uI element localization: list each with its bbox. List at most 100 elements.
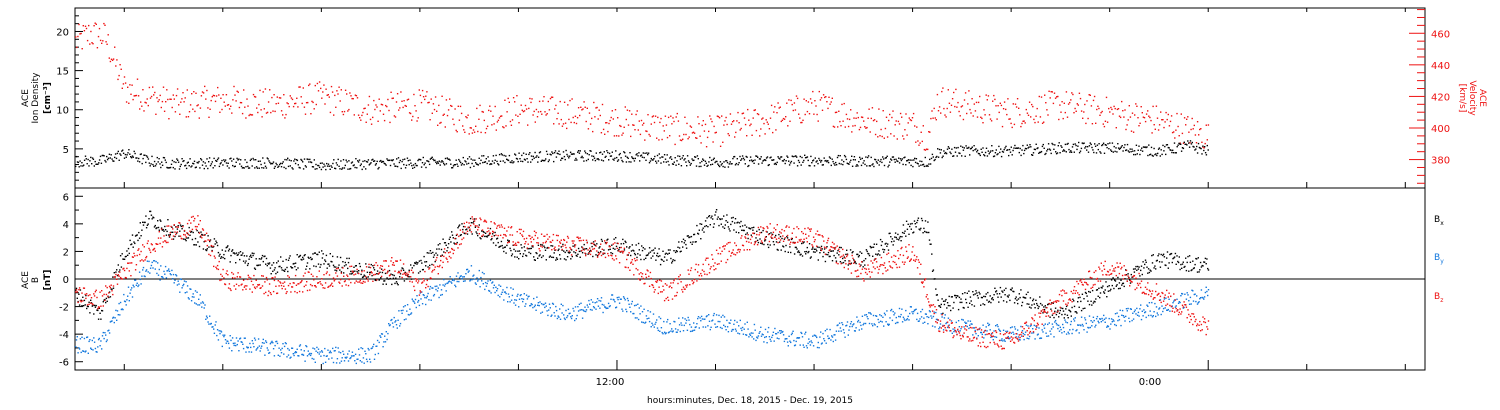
density-series-point-240	[287, 165, 290, 168]
velocity-series-point-826	[970, 112, 972, 114]
by-series-point-724	[645, 315, 648, 317]
by-series-point-125	[173, 282, 175, 284]
velocity-series-point-218	[311, 100, 313, 103]
by-series-point-215	[244, 337, 246, 339]
velocity-series-point-813	[956, 106, 958, 108]
by-series-point-1341	[1132, 312, 1134, 314]
density-series-point-1150	[1094, 145, 1097, 147]
by-series-point-78	[136, 282, 138, 284]
density-series-point-885	[859, 158, 862, 160]
by-series-point-1046	[899, 316, 901, 318]
by-series-point-109	[160, 276, 163, 278]
density-series	[75, 140, 1209, 171]
by-series-point-568	[522, 298, 525, 300]
density-series-point-788	[773, 163, 776, 165]
bx-series-point-440	[421, 269, 424, 271]
density-series-point-543	[556, 152, 558, 154]
by-series-point-809	[712, 314, 715, 317]
velocity-series-point-614	[740, 127, 742, 130]
by-series-point-1093	[936, 318, 938, 321]
bx-series-point-582	[533, 259, 536, 261]
density-series-point-1016	[976, 151, 978, 153]
density-series-point-1273	[1204, 146, 1206, 148]
density-series-point-1022	[981, 151, 983, 153]
density-series-point-749	[739, 155, 741, 158]
by-series-point-311	[320, 355, 322, 357]
bx-series-point-438	[420, 259, 422, 262]
bx-series-point-877	[766, 231, 768, 233]
bx-series-point-580	[532, 246, 534, 248]
velocity-series-point-283	[381, 104, 384, 106]
velocity-series-point-48	[127, 86, 129, 88]
by-series-point-1195	[1017, 329, 1019, 331]
density-series-point-1065	[1019, 147, 1021, 150]
by-series-point-1059	[909, 306, 912, 308]
velocity-series-point-164	[252, 93, 255, 96]
density-series-point-696	[692, 159, 694, 162]
by-series-point-1002	[864, 322, 867, 325]
by-series-point-820	[721, 327, 723, 330]
bx-series-point-528	[491, 238, 493, 240]
bx-series-point-319	[326, 267, 328, 269]
velocity-series-point-618	[744, 123, 747, 126]
by-series-point-401	[391, 318, 393, 321]
by-series-point-1253	[1062, 326, 1065, 329]
by-series-point-122	[171, 269, 173, 272]
bx-series-point-701	[627, 254, 629, 256]
density-series-point-456	[479, 162, 481, 165]
density-series-point-1043	[1000, 148, 1002, 150]
by-series-point-945	[820, 331, 822, 333]
by-series-point-1028	[885, 321, 887, 323]
by-series-point-1120	[957, 320, 960, 322]
velocity-series-point-888	[1037, 121, 1039, 123]
density-series-point-1259	[1191, 141, 1193, 144]
by-series-point-781	[690, 326, 693, 328]
velocity-series-point-323	[425, 95, 427, 97]
by-series-point-912	[793, 344, 796, 347]
velocity-series-point-637	[765, 119, 767, 121]
velocity-series-point-469	[583, 101, 585, 103]
density-series-point-1051	[1007, 149, 1009, 151]
bx-series-point-1055	[906, 228, 909, 230]
by-series-point-644	[582, 309, 585, 311]
bx-series-point-483	[455, 234, 458, 236]
bx-series-point-915	[796, 248, 798, 250]
bx-series-point-674	[606, 239, 608, 241]
velocity-series	[75, 22, 1210, 151]
velocity-series-point-127	[212, 94, 215, 97]
velocity-series-point-552	[673, 120, 675, 123]
bx-series-point-486	[458, 225, 460, 227]
bx-series-point-825	[725, 220, 727, 222]
bx-series-point-728	[648, 247, 651, 249]
velocity-series-point-650	[779, 106, 781, 108]
by-series-point-414	[401, 312, 403, 314]
density-series-point-642	[644, 152, 646, 154]
density-series-point-568	[578, 152, 581, 154]
density-series-point-780	[766, 156, 769, 158]
bx-series-point-754	[669, 249, 671, 251]
velocity-series-point-115	[199, 107, 202, 109]
by-series-point-304	[314, 361, 316, 363]
by-series-point-665	[599, 307, 601, 309]
bx-series-point-316	[324, 259, 326, 261]
density-series-point-1053	[1008, 148, 1011, 151]
density-series-point-752	[741, 155, 744, 157]
bx-series-point-493	[463, 232, 465, 234]
density-series-point-563	[574, 159, 576, 161]
by-series-point-1122	[959, 330, 961, 332]
by-series-point-55	[118, 302, 120, 305]
density-series-point-1054	[1009, 151, 1012, 153]
velocity-series-point-724	[859, 126, 862, 129]
density-series-point-117	[178, 168, 181, 170]
density-series-point-1052	[1008, 154, 1010, 157]
by-series-point-79	[137, 285, 139, 288]
bx-series-point-907	[790, 251, 792, 254]
density-series-point-971	[936, 155, 938, 158]
bx-series-point-875	[764, 239, 767, 241]
by-series-point-1246	[1057, 327, 1059, 330]
bx-series-point-161	[201, 234, 204, 236]
by-series-point-35	[102, 331, 104, 334]
density-series-point-6	[80, 165, 82, 167]
by-series-point-1429	[1201, 296, 1203, 299]
bx-series-point-800	[705, 225, 708, 227]
